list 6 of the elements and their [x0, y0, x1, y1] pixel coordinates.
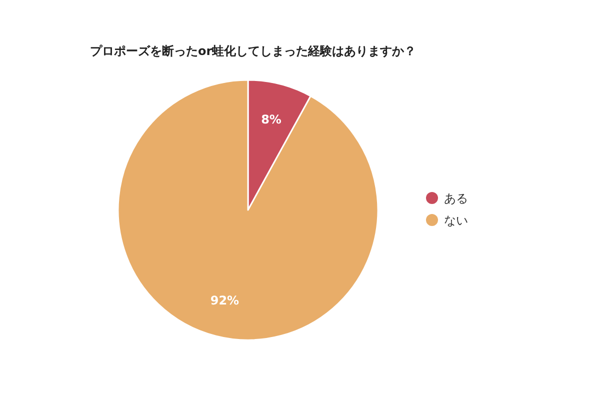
pie-slice: [117, 79, 379, 341]
data-label: 92%: [210, 294, 240, 308]
legend-label: ある: [444, 192, 468, 206]
legend-label: ない: [444, 214, 468, 228]
chart-title: プロポーズを断ったor蛙化してしまった経験はありますか？: [90, 44, 416, 58]
data-label: 8%: [261, 112, 282, 126]
